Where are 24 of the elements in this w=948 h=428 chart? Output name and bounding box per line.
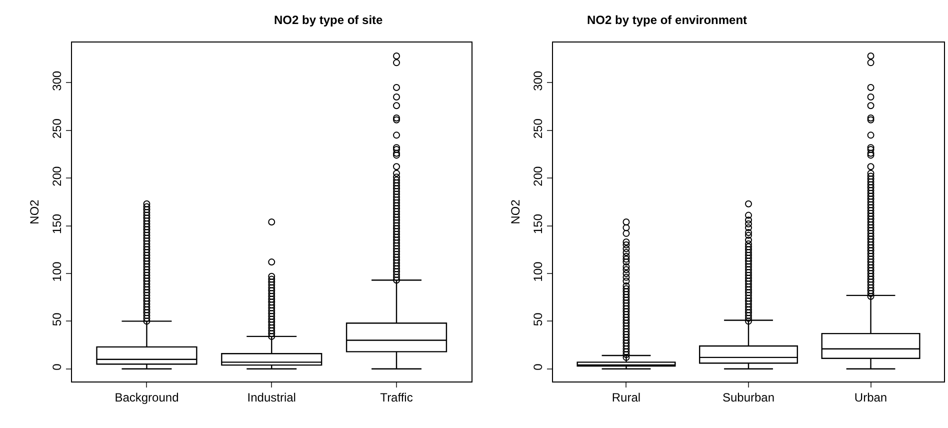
- y-tick-label: 150: [531, 214, 546, 234]
- y-tick-label: 100: [531, 261, 546, 282]
- y-tick-label: 200: [531, 166, 546, 186]
- y-tick-label: 100: [50, 261, 64, 282]
- x-tick-label: Urban: [854, 390, 888, 405]
- y-tick-label: 200: [50, 166, 64, 186]
- x-tick-label: Background: [114, 390, 179, 405]
- chart-title: NO2 by type of environment: [587, 13, 748, 27]
- x-tick-label: Rural: [612, 390, 641, 405]
- y-axis-title: NO2: [508, 199, 522, 224]
- y-axis-title: NO2: [27, 199, 42, 224]
- y-tick-label: 50: [531, 312, 546, 326]
- x-tick-label: Industrial: [247, 390, 296, 405]
- y-tick-label: 150: [50, 214, 64, 234]
- chart-title: NO2 by type of site: [274, 13, 384, 27]
- y-tick-label: 250: [531, 118, 546, 139]
- y-tick-label: 0: [531, 363, 546, 370]
- y-tick-label: 50: [50, 312, 64, 326]
- y-tick-label: 250: [50, 118, 64, 139]
- y-tick-label: 300: [531, 70, 546, 91]
- x-tick-label: Suburban: [722, 390, 775, 405]
- y-tick-label: 300: [50, 70, 64, 91]
- y-tick-label: 0: [50, 363, 64, 370]
- x-tick-label: Traffic: [380, 390, 413, 405]
